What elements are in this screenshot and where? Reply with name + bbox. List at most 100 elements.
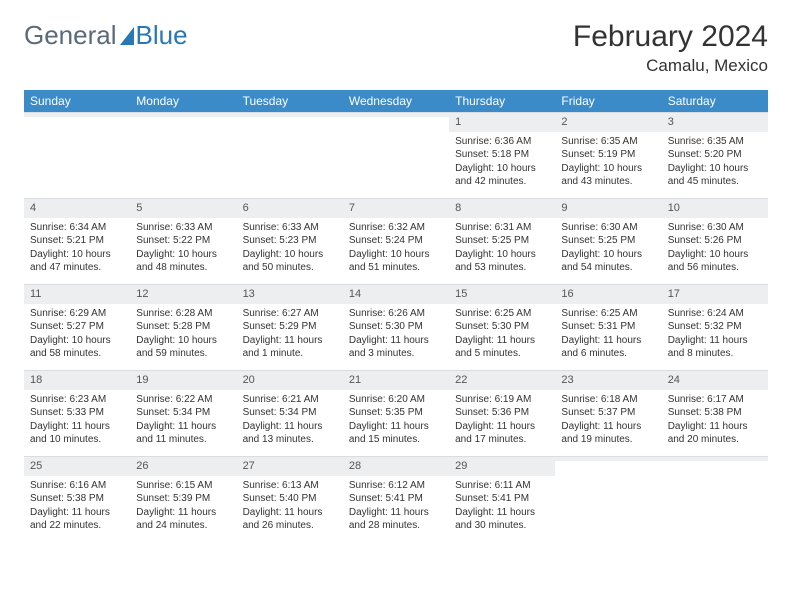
calendar-day-cell <box>130 112 236 198</box>
day-number: 5 <box>130 198 236 218</box>
sunset-text: Sunset: 5:22 PM <box>136 234 230 248</box>
day-number: 7 <box>343 198 449 218</box>
day-number: 20 <box>237 370 343 390</box>
daylight-text: Daylight: 10 hours and 51 minutes. <box>349 248 443 275</box>
brand-part1: General <box>24 20 117 51</box>
weekday-header: Wednesday <box>343 90 449 112</box>
daylight-text: Daylight: 11 hours and 11 minutes. <box>136 420 230 447</box>
weekday-header: Tuesday <box>237 90 343 112</box>
daylight-text: Daylight: 11 hours and 30 minutes. <box>455 506 549 533</box>
sunrise-text: Sunrise: 6:33 AM <box>243 221 337 235</box>
day-body <box>343 117 449 177</box>
daylight-text: Daylight: 11 hours and 15 minutes. <box>349 420 443 447</box>
daylight-text: Daylight: 10 hours and 43 minutes. <box>561 162 655 189</box>
sunset-text: Sunset: 5:29 PM <box>243 320 337 334</box>
day-body: Sunrise: 6:12 AMSunset: 5:41 PMDaylight:… <box>343 476 449 537</box>
daylight-text: Daylight: 11 hours and 8 minutes. <box>668 334 762 361</box>
day-number: 24 <box>662 370 768 390</box>
daylight-text: Daylight: 10 hours and 50 minutes. <box>243 248 337 275</box>
calendar-day-cell: 1Sunrise: 6:36 AMSunset: 5:18 PMDaylight… <box>449 112 555 198</box>
day-number: 28 <box>343 456 449 476</box>
brand-triangle-icon <box>120 27 134 45</box>
sunset-text: Sunset: 5:26 PM <box>668 234 762 248</box>
weekday-header: Monday <box>130 90 236 112</box>
day-number: 21 <box>343 370 449 390</box>
daylight-text: Daylight: 11 hours and 20 minutes. <box>668 420 762 447</box>
month-title: February 2024 <box>573 20 768 54</box>
daylight-text: Daylight: 10 hours and 54 minutes. <box>561 248 655 275</box>
daylight-text: Daylight: 10 hours and 42 minutes. <box>455 162 549 189</box>
calendar-day-cell: 10Sunrise: 6:30 AMSunset: 5:26 PMDayligh… <box>662 198 768 284</box>
daylight-text: Daylight: 10 hours and 58 minutes. <box>30 334 124 361</box>
day-number: 18 <box>24 370 130 390</box>
calendar-day-cell: 3Sunrise: 6:35 AMSunset: 5:20 PMDaylight… <box>662 112 768 198</box>
sunset-text: Sunset: 5:35 PM <box>349 406 443 420</box>
sunset-text: Sunset: 5:20 PM <box>668 148 762 162</box>
daylight-text: Daylight: 11 hours and 6 minutes. <box>561 334 655 361</box>
sunset-text: Sunset: 5:24 PM <box>349 234 443 248</box>
sunrise-text: Sunrise: 6:19 AM <box>455 393 549 407</box>
daylight-text: Daylight: 11 hours and 26 minutes. <box>243 506 337 533</box>
day-body: Sunrise: 6:36 AMSunset: 5:18 PMDaylight:… <box>449 132 555 193</box>
sunset-text: Sunset: 5:41 PM <box>349 492 443 506</box>
daylight-text: Daylight: 10 hours and 53 minutes. <box>455 248 549 275</box>
calendar-day-cell <box>237 112 343 198</box>
sunrise-text: Sunrise: 6:22 AM <box>136 393 230 407</box>
sunset-text: Sunset: 5:38 PM <box>30 492 124 506</box>
daylight-text: Daylight: 10 hours and 48 minutes. <box>136 248 230 275</box>
calendar-week-row: 18Sunrise: 6:23 AMSunset: 5:33 PMDayligh… <box>24 370 768 456</box>
calendar-day-cell: 19Sunrise: 6:22 AMSunset: 5:34 PMDayligh… <box>130 370 236 456</box>
daylight-text: Daylight: 11 hours and 5 minutes. <box>455 334 549 361</box>
daylight-text: Daylight: 11 hours and 13 minutes. <box>243 420 337 447</box>
day-body: Sunrise: 6:32 AMSunset: 5:24 PMDaylight:… <box>343 218 449 279</box>
calendar-day-cell: 17Sunrise: 6:24 AMSunset: 5:32 PMDayligh… <box>662 284 768 370</box>
day-body <box>662 461 768 521</box>
sunrise-text: Sunrise: 6:12 AM <box>349 479 443 493</box>
day-body: Sunrise: 6:19 AMSunset: 5:36 PMDaylight:… <box>449 390 555 451</box>
sunrise-text: Sunrise: 6:28 AM <box>136 307 230 321</box>
daylight-text: Daylight: 10 hours and 47 minutes. <box>30 248 124 275</box>
calendar-day-cell: 26Sunrise: 6:15 AMSunset: 5:39 PMDayligh… <box>130 456 236 542</box>
sunset-text: Sunset: 5:27 PM <box>30 320 124 334</box>
day-body: Sunrise: 6:25 AMSunset: 5:31 PMDaylight:… <box>555 304 661 365</box>
day-body: Sunrise: 6:33 AMSunset: 5:22 PMDaylight:… <box>130 218 236 279</box>
daylight-text: Daylight: 11 hours and 17 minutes. <box>455 420 549 447</box>
brand-logo: General Blue <box>24 20 188 51</box>
day-body: Sunrise: 6:21 AMSunset: 5:34 PMDaylight:… <box>237 390 343 451</box>
calendar-table: Sunday Monday Tuesday Wednesday Thursday… <box>24 90 768 542</box>
day-body: Sunrise: 6:13 AMSunset: 5:40 PMDaylight:… <box>237 476 343 537</box>
sunset-text: Sunset: 5:34 PM <box>136 406 230 420</box>
day-number: 25 <box>24 456 130 476</box>
header: General Blue February 2024 Camalu, Mexic… <box>24 20 768 76</box>
sunrise-text: Sunrise: 6:23 AM <box>30 393 124 407</box>
sunset-text: Sunset: 5:18 PM <box>455 148 549 162</box>
calendar-day-cell: 22Sunrise: 6:19 AMSunset: 5:36 PMDayligh… <box>449 370 555 456</box>
calendar-day-cell: 20Sunrise: 6:21 AMSunset: 5:34 PMDayligh… <box>237 370 343 456</box>
day-body <box>237 117 343 177</box>
sunset-text: Sunset: 5:34 PM <box>243 406 337 420</box>
day-body: Sunrise: 6:30 AMSunset: 5:26 PMDaylight:… <box>662 218 768 279</box>
sunset-text: Sunset: 5:30 PM <box>349 320 443 334</box>
weekday-header-row: Sunday Monday Tuesday Wednesday Thursday… <box>24 90 768 112</box>
sunrise-text: Sunrise: 6:20 AM <box>349 393 443 407</box>
day-body: Sunrise: 6:20 AMSunset: 5:35 PMDaylight:… <box>343 390 449 451</box>
sunset-text: Sunset: 5:25 PM <box>561 234 655 248</box>
calendar-day-cell: 16Sunrise: 6:25 AMSunset: 5:31 PMDayligh… <box>555 284 661 370</box>
day-number: 17 <box>662 284 768 304</box>
calendar-day-cell: 6Sunrise: 6:33 AMSunset: 5:23 PMDaylight… <box>237 198 343 284</box>
sunset-text: Sunset: 5:39 PM <box>136 492 230 506</box>
calendar-day-cell: 5Sunrise: 6:33 AMSunset: 5:22 PMDaylight… <box>130 198 236 284</box>
sunrise-text: Sunrise: 6:17 AM <box>668 393 762 407</box>
calendar-day-cell <box>662 456 768 542</box>
calendar-week-row: 25Sunrise: 6:16 AMSunset: 5:38 PMDayligh… <box>24 456 768 542</box>
daylight-text: Daylight: 11 hours and 24 minutes. <box>136 506 230 533</box>
daylight-text: Daylight: 11 hours and 22 minutes. <box>30 506 124 533</box>
day-number: 4 <box>24 198 130 218</box>
sunrise-text: Sunrise: 6:25 AM <box>455 307 549 321</box>
calendar-day-cell: 15Sunrise: 6:25 AMSunset: 5:30 PMDayligh… <box>449 284 555 370</box>
day-number: 22 <box>449 370 555 390</box>
sunset-text: Sunset: 5:37 PM <box>561 406 655 420</box>
day-body: Sunrise: 6:31 AMSunset: 5:25 PMDaylight:… <box>449 218 555 279</box>
sunset-text: Sunset: 5:19 PM <box>561 148 655 162</box>
sunrise-text: Sunrise: 6:11 AM <box>455 479 549 493</box>
